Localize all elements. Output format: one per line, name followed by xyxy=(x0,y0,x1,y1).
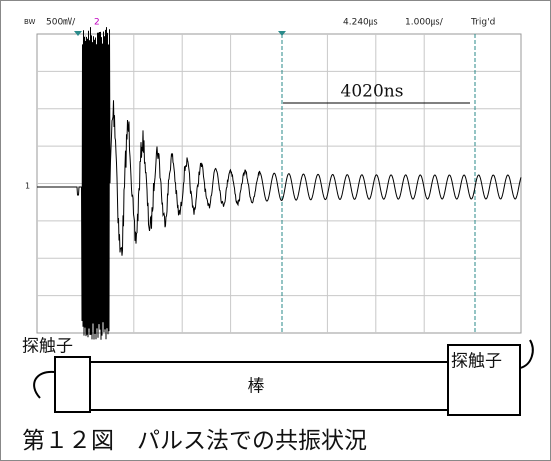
time-per-div: 1.000㎲/ xyxy=(405,18,444,28)
right-probe-label: 探触子 xyxy=(451,352,502,372)
channel: 2 xyxy=(94,18,100,28)
left-probe xyxy=(55,357,90,412)
channel-marker: 1 xyxy=(25,182,30,191)
status: Trig'd xyxy=(470,18,495,28)
caption: 第１２図 パルス法での共振状況 xyxy=(22,428,367,454)
figure: BW 500㎷/ 2 4.240㎲ 1.000㎲/ Trig'd 4020ns … xyxy=(0,0,551,461)
bandwidth: BW xyxy=(24,18,36,26)
rod-label: 棒 xyxy=(248,377,265,397)
left-probe-label: 探触子 xyxy=(22,337,73,357)
volts-per-div: 500㎷/ xyxy=(46,18,76,28)
interval-label: 4020ns xyxy=(341,82,404,102)
delay: 4.240㎲ xyxy=(343,18,378,28)
scope-screen: 4020ns 1 xyxy=(25,27,521,340)
